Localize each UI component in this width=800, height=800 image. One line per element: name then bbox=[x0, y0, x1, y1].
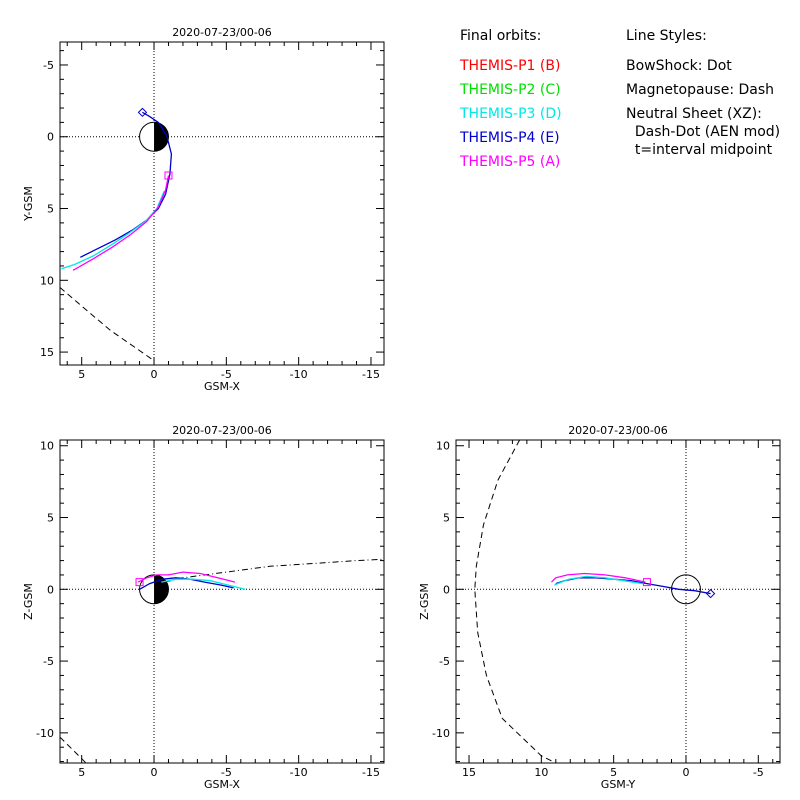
y-tick-label: -5 bbox=[439, 655, 450, 668]
plot-title: 2020-07-23/00-06 bbox=[172, 26, 272, 39]
plot-area bbox=[60, 558, 384, 763]
x-tick-label: 5 bbox=[78, 766, 85, 779]
x-tick-label: -15 bbox=[362, 766, 380, 779]
line-style-neutral-sheet: Neutral Sheet (XZ): bbox=[626, 106, 762, 122]
x-tick-label: -5 bbox=[753, 766, 764, 779]
y-axis-label: Z-GSM bbox=[418, 583, 431, 620]
y-tick-label: 5 bbox=[47, 203, 54, 216]
line-style-magnetopause: Magnetopause: Dash bbox=[626, 82, 774, 98]
y-tick-label: 10 bbox=[40, 274, 54, 287]
x-tick-label: 5 bbox=[78, 368, 85, 381]
plot-area bbox=[474, 440, 716, 763]
orbit-trace bbox=[161, 578, 246, 590]
y-axis-label: Z-GSM bbox=[22, 583, 35, 620]
x-tick-label: 0 bbox=[151, 368, 158, 381]
magnetopause-line bbox=[474, 440, 557, 763]
orbit-trace bbox=[554, 575, 643, 586]
orbit-end-marker bbox=[164, 171, 173, 180]
y-tick-label: 0 bbox=[443, 583, 450, 596]
y-tick-label: 10 bbox=[436, 440, 450, 453]
x-tick-label: 0 bbox=[151, 766, 158, 779]
final-orbits-title: Final orbits: bbox=[460, 28, 541, 44]
neutral-sheet-line bbox=[139, 558, 384, 589]
xy-orbit-panel: 2020-07-23/00-06 GSM-X Y-GSM 5 0 -5 -10 -15 -5 0 5… bbox=[22, 26, 385, 393]
plot-title: 2020-07-23/00-06 bbox=[568, 424, 668, 437]
x-axis-label: GSM-X bbox=[204, 778, 240, 791]
earth-symbol bbox=[671, 574, 701, 605]
orbit-trace bbox=[168, 571, 236, 583]
plot-frame bbox=[59, 439, 385, 764]
orbit-start-marker bbox=[137, 107, 148, 118]
x-tick-label: -5 bbox=[221, 368, 232, 381]
orbit-start-marker bbox=[705, 588, 716, 599]
plot-area bbox=[60, 107, 173, 362]
y-tick-label: -10 bbox=[432, 727, 450, 740]
y-tick-label: 5 bbox=[443, 512, 450, 525]
y-tick-label: 15 bbox=[40, 346, 54, 359]
orbit-legend-p5: THEMIS-P5 (A) bbox=[459, 154, 560, 170]
plot-frame bbox=[59, 41, 385, 366]
plot-frame bbox=[455, 439, 781, 764]
y-tick-label: -10 bbox=[36, 727, 54, 740]
orbit-legend-p2: THEMIS-P2 (C) bbox=[459, 82, 561, 98]
orbit-trace bbox=[551, 572, 646, 583]
y-tick-label: -5 bbox=[43, 655, 54, 668]
x-tick-label: -15 bbox=[362, 368, 380, 381]
y-tick-label: 10 bbox=[40, 440, 54, 453]
earth-night-side bbox=[154, 574, 169, 604]
line-styles-legend: Line Styles: BowShock: Dot Magnetopause:… bbox=[626, 28, 780, 158]
y-tick-label: 0 bbox=[47, 131, 54, 144]
x-tick-label: 10 bbox=[534, 766, 548, 779]
x-axis-label: GSM-X bbox=[204, 380, 240, 393]
line-style-neutral-sheet-time: t=interval midpoint bbox=[626, 142, 773, 158]
orbit-trace bbox=[137, 574, 169, 583]
line-style-bowshock: BowShock: Dot bbox=[626, 58, 732, 74]
orbit-legend-p1: THEMIS-P1 (B) bbox=[459, 58, 560, 74]
x-tick-label: 15 bbox=[462, 766, 476, 779]
plot-title: 2020-07-23/00-06 bbox=[172, 424, 272, 437]
orbit-trace bbox=[555, 577, 711, 595]
magnetopause-line bbox=[60, 287, 155, 362]
orbit-trace bbox=[61, 191, 165, 270]
x-tick-label: -10 bbox=[290, 368, 308, 381]
y-axis-label: Y-GSM bbox=[22, 186, 35, 222]
final-orbits-legend: Final orbits: THEMIS-P1 (B) THEMIS-P2 (C… bbox=[459, 28, 562, 170]
orbit-legend-p3: THEMIS-P3 (D) bbox=[459, 106, 562, 122]
x-tick-label: 0 bbox=[682, 766, 689, 779]
x-axis-label: GSM-Y bbox=[601, 778, 636, 791]
line-styles-title: Line Styles: bbox=[626, 28, 707, 44]
earth-night-side bbox=[154, 122, 169, 152]
y-tick-label: 5 bbox=[47, 512, 54, 525]
line-style-neutral-sheet-model: Dash-Dot (AEN mod) bbox=[626, 124, 780, 140]
x-tick-label: -10 bbox=[290, 766, 308, 779]
magnetopause-line bbox=[60, 736, 87, 763]
orbit-trace bbox=[139, 577, 234, 590]
x-tick-label: -5 bbox=[221, 766, 232, 779]
orbit-trace bbox=[80, 111, 173, 258]
orbit-legend-p4: THEMIS-P4 (E) bbox=[459, 130, 560, 146]
y-tick-label: -5 bbox=[43, 59, 54, 72]
xz-orbit-panel: 2020-07-23/00-06 GSM-X Z-GSM 5 0 -5 -10 -15 10 5 0… bbox=[22, 424, 385, 791]
orbit-end-marker bbox=[642, 578, 651, 587]
x-tick-label: 5 bbox=[610, 766, 617, 779]
orbit-end-marker bbox=[135, 578, 144, 587]
orbit-trace bbox=[72, 175, 170, 271]
yz-orbit-panel: 2020-07-23/00-06 GSM-Y Z-GSM 15 10 5 0 -5 10 5 0 -5… bbox=[418, 424, 781, 791]
y-tick-label: 0 bbox=[47, 583, 54, 596]
